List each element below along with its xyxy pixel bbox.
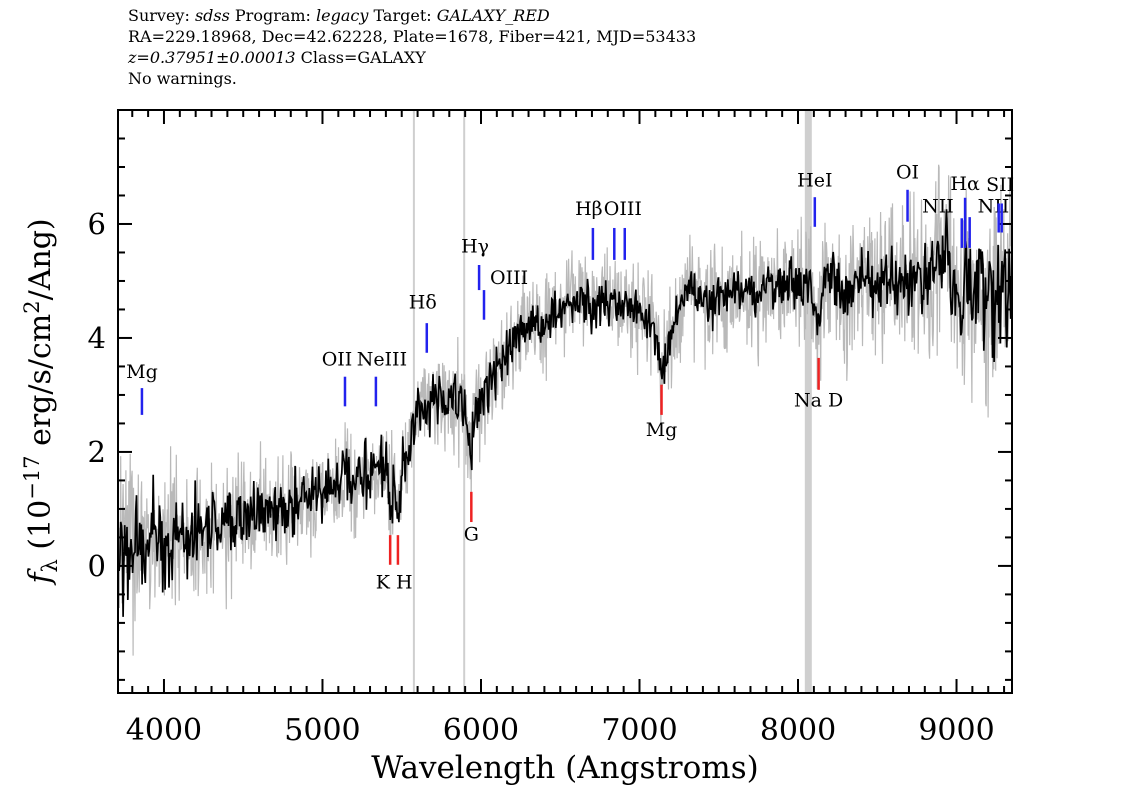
emission-line-label: HeI <box>797 169 832 191</box>
emission-line-7-OIII: OIII <box>604 198 642 260</box>
survey-value: sdss <box>194 6 230 25</box>
y-tick-label: 0 <box>88 549 106 583</box>
y-axis-title: fλ (10−17 erg/s/cm2/Ang) <box>20 218 62 585</box>
warnings-text: No warnings. <box>128 69 237 88</box>
y-tick-label: 4 <box>88 321 106 355</box>
emission-line-label: SII <box>986 174 1014 196</box>
emission-line-label: NII <box>922 196 954 218</box>
program-value: legacy <box>316 6 369 25</box>
absorption-line-3-Na-D: Na D <box>794 357 843 411</box>
emission-line-label: Hγ <box>461 235 489 257</box>
x-tick-label: 7000 <box>601 713 677 748</box>
header-line-coords: RA=229.18968, Dec=42.62228, Plate=1678, … <box>128 26 696 47</box>
header: Survey: sdss Program: legacy Target: GAL… <box>128 5 696 89</box>
absorption-line-0-K-H: K H <box>376 535 413 594</box>
emission-line-label: NII <box>978 196 1010 218</box>
spectrum-flux-trace <box>118 209 1012 617</box>
emission-line-label: OIII <box>490 267 528 289</box>
emission-line-11-Hα: Hα <box>950 173 980 248</box>
sky-line-5577 <box>412 110 415 693</box>
absorption-line-label: K H <box>376 572 413 594</box>
emission-line-label: Hδ <box>409 291 437 313</box>
emission-line-label: NeIII <box>357 348 407 370</box>
header-line-redshift: z=0.37951±0.00013 Class=GALAXY <box>128 47 696 68</box>
emission-line-label: Hα <box>950 173 980 195</box>
emission-line-label: OIII <box>604 198 642 220</box>
class-text: Class=GALAXY <box>295 48 426 67</box>
emission-line-6-Hβ: Hβ <box>575 198 603 260</box>
spectrum-noise-trace <box>118 164 1012 656</box>
coords-text: RA=229.18968, Dec=42.62228, Plate=1678, … <box>128 27 697 46</box>
plot-frame <box>117 109 1013 694</box>
emission-line-2-NeIII: NeIII <box>357 348 407 407</box>
absorption-line-label: G <box>464 523 479 545</box>
emission-line-4-Hγ: Hγ <box>461 235 489 291</box>
x-tick-label: 6000 <box>443 713 519 748</box>
emission-line-1-OII: OII <box>322 348 353 407</box>
emission-line-label: OI <box>896 161 919 183</box>
absorption-line-label: Mg <box>646 419 678 441</box>
header-line-survey: Survey: sdss Program: legacy Target: GAL… <box>128 5 696 26</box>
program-text: Program: <box>229 6 317 25</box>
x-tick-label: 5000 <box>284 713 360 748</box>
target-value: GALAXY_RED <box>436 6 550 25</box>
x-tick-label: 9000 <box>918 713 994 748</box>
emission-line-3-Hδ: Hδ <box>409 291 437 353</box>
target-text: Target: <box>368 6 437 25</box>
emission-line-10-NII: NII <box>922 196 964 248</box>
redshift-value: z=0.37951±0.00013 <box>128 48 296 67</box>
y-tick-label: 6 <box>88 207 106 241</box>
emission-line-9-OI: OI <box>896 161 919 222</box>
absorption-line-1-G: G <box>464 491 479 545</box>
x-tick-label: 8000 <box>760 713 836 748</box>
y-axis: 0 2 4 6 <box>88 137 1012 681</box>
emission-line-0-Mg: Mg <box>126 361 158 415</box>
svg-text:fλ (10−17 erg/s/cm2/Ang): fλ (10−17 erg/s/cm2/Ang) <box>20 218 62 585</box>
sky-line-8065 <box>804 110 812 693</box>
absorption-line-label: Na D <box>794 389 843 411</box>
emission-line-13-SII: SII <box>986 174 1014 233</box>
emission-line-5-OIII: OIII <box>482 267 528 320</box>
x-tick-label: 4000 <box>126 713 202 748</box>
emission-line-label: Mg <box>126 361 158 383</box>
absorption-line-2-Mg: Mg <box>646 384 678 441</box>
header-line-warnings: No warnings. <box>128 68 696 89</box>
x-axis-title: Wavelength (Angstroms) <box>371 750 758 786</box>
emission-line-label: OII <box>322 348 353 370</box>
survey-text: Survey: <box>128 6 195 25</box>
emission-line-8-HeI: HeI <box>797 169 832 227</box>
emission-line-label: Hβ <box>575 198 603 220</box>
y-tick-label: 2 <box>88 435 106 469</box>
x-axis: 4000 5000 6000 7000 8000 9000 <box>126 110 1006 748</box>
